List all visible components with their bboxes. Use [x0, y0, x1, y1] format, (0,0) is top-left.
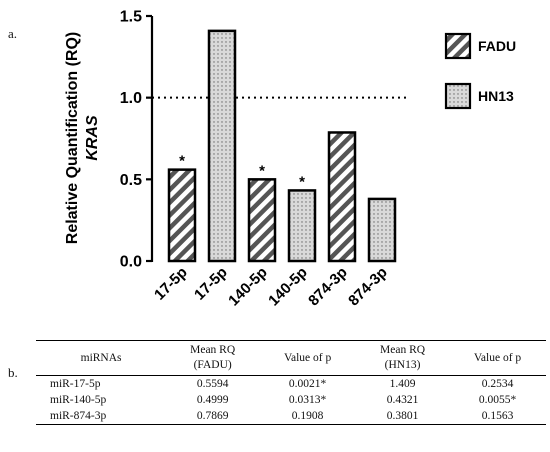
legend-label-fadu: FADU	[478, 38, 516, 54]
panel-a-label: a.	[8, 26, 18, 41]
cell-mirna: miR-140-5p	[50, 394, 107, 406]
bar-fadu-0	[167, 168, 197, 263]
cell-p-fadu: 0.0021*	[288, 378, 327, 390]
chart-legend: FADU HN13	[444, 32, 516, 110]
bar-fadu-2	[247, 178, 277, 263]
legend-swatch-hn13	[444, 82, 472, 110]
cell-p-hn13: 0.1563	[449, 408, 546, 425]
bar-fadu-4	[327, 131, 357, 263]
header-mirnas: miRNAs	[36, 340, 167, 376]
significance-star: *	[179, 153, 185, 170]
cell-mirna: miR-874-3p	[36, 408, 167, 425]
legend-swatch-fadu	[444, 32, 472, 60]
cell-mean-rq-fadu: 0.7869	[166, 408, 260, 425]
legend-label-hn13: HN13	[478, 88, 514, 104]
header-p-hn13: Value of p	[449, 340, 546, 376]
table-row: miR-17-5p 0.5594 0.0021* 1.409 0.2534	[36, 376, 546, 393]
x-tick-label: 874-3p	[305, 264, 351, 310]
cell-mean-rq-fadu: 0.5594	[196, 378, 229, 390]
panel-b-label: b.	[8, 365, 18, 380]
x-tick-label: 17-5p	[151, 264, 191, 304]
x-tick-label: 140-5p	[265, 264, 311, 310]
header-mean-rq-hn13: Mean RQ (HN13)	[356, 340, 450, 376]
cell-mean-rq-fadu: 0.4999	[196, 394, 229, 406]
cell-mirna: miR-17-5p	[50, 378, 101, 390]
y-axis-label: Relative Quantification (RQ)	[64, 32, 81, 244]
cell-mean-rq-hn13: 0.4321	[386, 394, 419, 406]
bar-hn13-5	[367, 197, 397, 263]
bar-chart: 0.00.51.01.5 *** 17-5p 17-5p140-5p140-5p8…	[64, 9, 516, 310]
x-tick-label: 140-5p	[225, 264, 271, 310]
y-tick-label: 0.5	[120, 172, 142, 189]
table-row: miR-874-3p 0.7869 0.1908 0.3801 0.1563	[36, 408, 546, 425]
bar-hn13-1	[207, 29, 237, 263]
chart-axes: 0.0 0.5 1.0 1.5	[120, 9, 408, 271]
significance-star: *	[259, 162, 265, 179]
significance-star: *	[299, 173, 305, 190]
cell-p-hn13: 0.0055*	[478, 394, 517, 406]
chart-bars: * * *	[167, 29, 397, 263]
table-header-row: miRNAs Mean RQ (FADU) Value of p Mean RQ(…	[36, 340, 546, 376]
y-tick-label: 0.0	[120, 254, 142, 271]
cell-p-fadu: 0.0313*	[288, 394, 327, 406]
cell-p-hn13: 0.2534	[481, 378, 514, 390]
cell-mean-rq-hn13: 0.3801	[356, 408, 450, 425]
bar-hn13-3	[287, 189, 317, 263]
y-tick-label: 1.5	[120, 9, 142, 26]
cell-mean-rq-hn13: 1.409	[389, 378, 416, 390]
header-mean-rq-fadu: Mean RQ (FADU)	[166, 340, 260, 376]
results-table: miRNAs Mean RQ (FADU) Value of p Mean RQ(…	[36, 340, 546, 425]
y-axis-label-gene: KRAS	[84, 115, 101, 161]
table-row: miR-140-5p 0.4999 0.0313* 0.4321 0.0055*	[36, 392, 546, 408]
y-tick-label: 1.0	[120, 90, 142, 107]
cell-p-fadu: 0.1908	[259, 408, 357, 425]
x-tick-label: 874-3p	[345, 264, 391, 310]
header-p-fadu: Value of p	[259, 340, 357, 376]
